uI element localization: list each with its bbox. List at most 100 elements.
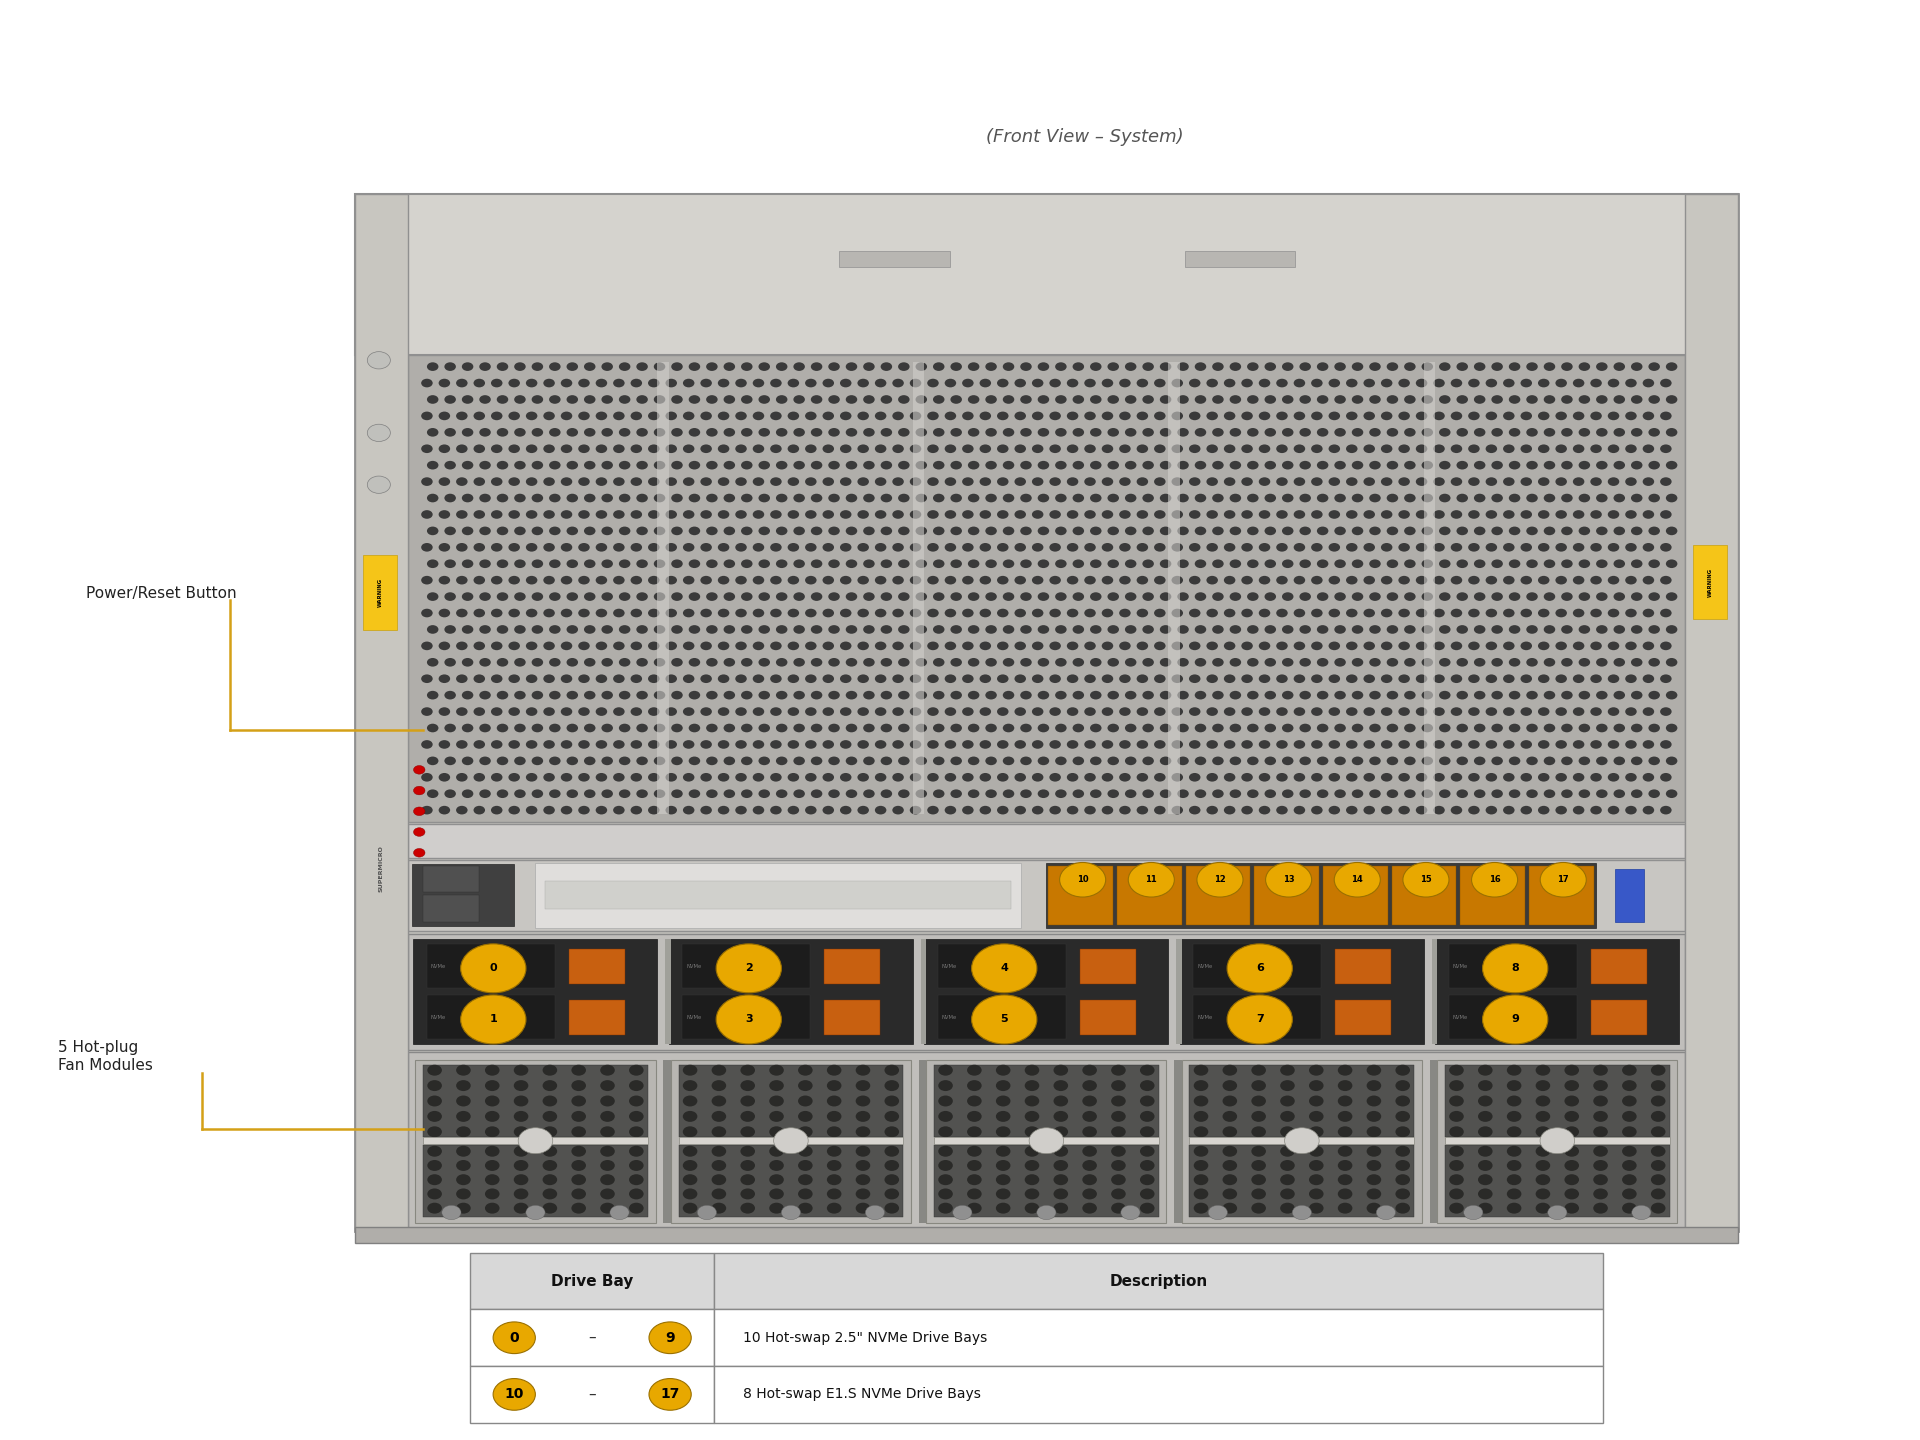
Circle shape bbox=[864, 494, 876, 503]
Circle shape bbox=[927, 477, 939, 485]
Circle shape bbox=[741, 1110, 755, 1122]
Circle shape bbox=[1509, 691, 1521, 700]
Circle shape bbox=[822, 445, 833, 454]
Circle shape bbox=[1265, 428, 1277, 436]
Circle shape bbox=[612, 576, 624, 585]
Circle shape bbox=[828, 395, 839, 403]
Circle shape bbox=[636, 363, 647, 372]
Circle shape bbox=[655, 691, 666, 700]
Circle shape bbox=[1380, 510, 1392, 518]
Circle shape bbox=[1632, 1205, 1651, 1220]
Circle shape bbox=[666, 576, 678, 585]
Circle shape bbox=[1050, 576, 1062, 585]
Circle shape bbox=[515, 494, 526, 503]
Circle shape bbox=[1386, 756, 1398, 765]
Circle shape bbox=[776, 756, 787, 765]
Circle shape bbox=[968, 461, 979, 469]
Circle shape bbox=[1177, 559, 1188, 567]
Circle shape bbox=[1346, 412, 1357, 420]
Circle shape bbox=[497, 395, 509, 403]
Circle shape bbox=[1206, 740, 1217, 749]
Circle shape bbox=[1171, 740, 1183, 749]
Circle shape bbox=[916, 527, 927, 536]
Circle shape bbox=[1056, 625, 1068, 634]
Circle shape bbox=[724, 756, 735, 765]
Circle shape bbox=[1452, 773, 1463, 782]
Circle shape bbox=[1596, 756, 1607, 765]
Circle shape bbox=[1536, 1080, 1549, 1092]
Circle shape bbox=[1031, 379, 1043, 387]
Circle shape bbox=[1014, 806, 1025, 815]
Circle shape bbox=[457, 379, 468, 387]
Circle shape bbox=[518, 1128, 553, 1153]
Circle shape bbox=[916, 658, 927, 667]
Circle shape bbox=[1594, 1126, 1607, 1138]
Circle shape bbox=[1091, 395, 1102, 403]
Circle shape bbox=[457, 445, 468, 454]
Circle shape bbox=[1478, 1146, 1492, 1156]
Circle shape bbox=[1277, 707, 1288, 716]
Circle shape bbox=[916, 461, 927, 469]
Bar bbox=[1450, 995, 1576, 1040]
Circle shape bbox=[1352, 428, 1363, 436]
Circle shape bbox=[684, 609, 695, 618]
Circle shape bbox=[1154, 740, 1165, 749]
Circle shape bbox=[1329, 543, 1340, 552]
Circle shape bbox=[1509, 428, 1521, 436]
Circle shape bbox=[1415, 576, 1427, 585]
Circle shape bbox=[945, 412, 956, 420]
Text: –: – bbox=[588, 1387, 595, 1403]
Circle shape bbox=[1649, 592, 1661, 600]
Circle shape bbox=[618, 756, 630, 765]
Circle shape bbox=[684, 510, 695, 518]
Circle shape bbox=[1119, 412, 1131, 420]
Circle shape bbox=[1025, 1202, 1039, 1214]
Circle shape bbox=[1432, 642, 1444, 651]
Circle shape bbox=[584, 756, 595, 765]
Circle shape bbox=[1369, 527, 1380, 536]
Circle shape bbox=[1294, 412, 1306, 420]
Circle shape bbox=[684, 674, 695, 683]
Circle shape bbox=[822, 707, 833, 716]
Circle shape bbox=[707, 559, 718, 567]
Bar bbox=[1190, 1145, 1415, 1217]
Circle shape bbox=[866, 1205, 885, 1220]
Circle shape bbox=[1565, 1174, 1578, 1185]
Circle shape bbox=[770, 477, 781, 485]
Circle shape bbox=[561, 740, 572, 749]
Circle shape bbox=[1651, 1188, 1665, 1200]
Circle shape bbox=[697, 1205, 716, 1220]
Text: 10 Hot-swap 2.5" NVMe Drive Bays: 10 Hot-swap 2.5" NVMe Drive Bays bbox=[743, 1331, 987, 1345]
Circle shape bbox=[839, 477, 851, 485]
Circle shape bbox=[787, 477, 799, 485]
Circle shape bbox=[1154, 642, 1165, 651]
Circle shape bbox=[1140, 1202, 1154, 1214]
Circle shape bbox=[1037, 494, 1048, 503]
Circle shape bbox=[899, 592, 910, 600]
Circle shape bbox=[1526, 428, 1538, 436]
Circle shape bbox=[735, 445, 747, 454]
Circle shape bbox=[758, 395, 770, 403]
Circle shape bbox=[438, 576, 449, 585]
Circle shape bbox=[486, 1096, 499, 1106]
Circle shape bbox=[1054, 1110, 1068, 1122]
Circle shape bbox=[1555, 412, 1567, 420]
Circle shape bbox=[950, 658, 962, 667]
Circle shape bbox=[1386, 724, 1398, 733]
Circle shape bbox=[701, 445, 712, 454]
Circle shape bbox=[618, 461, 630, 469]
Circle shape bbox=[1248, 494, 1260, 503]
Circle shape bbox=[1083, 1202, 1096, 1214]
Circle shape bbox=[979, 773, 991, 782]
Circle shape bbox=[509, 609, 520, 618]
Circle shape bbox=[950, 789, 962, 798]
Circle shape bbox=[1317, 592, 1329, 600]
Circle shape bbox=[1311, 477, 1323, 485]
Circle shape bbox=[1265, 756, 1277, 765]
Circle shape bbox=[724, 363, 735, 372]
Circle shape bbox=[828, 756, 839, 765]
Circle shape bbox=[444, 691, 455, 700]
Circle shape bbox=[1475, 428, 1486, 436]
Circle shape bbox=[945, 707, 956, 716]
Circle shape bbox=[618, 625, 630, 634]
